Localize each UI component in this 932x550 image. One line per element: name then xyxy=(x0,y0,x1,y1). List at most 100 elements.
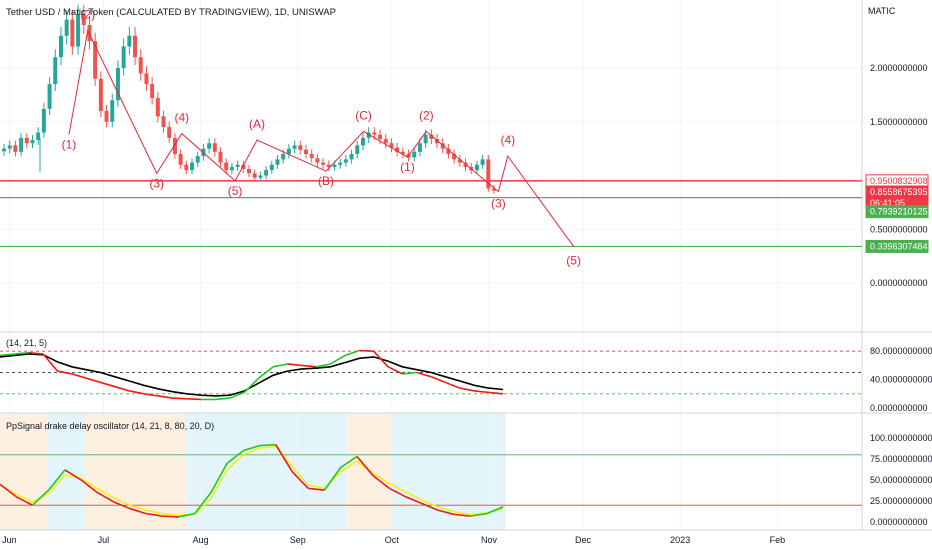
chart-title: Tether USD / Matic Token (CALCULATED BY … xyxy=(6,7,336,18)
candle-body xyxy=(269,164,274,171)
candle-body xyxy=(281,154,286,160)
oscillator-band xyxy=(488,413,506,530)
time-tick-label: Oct xyxy=(385,535,400,545)
oscillator-band xyxy=(186,413,347,530)
time-tick-label: Jul xyxy=(98,535,110,545)
indicator1-line-segment xyxy=(186,397,202,401)
indicator1-line-segment xyxy=(129,390,144,395)
indicator1-line-segment xyxy=(301,364,317,368)
indicator2-osc-segment xyxy=(275,444,293,473)
indicator2-osc-segment xyxy=(15,496,33,506)
candle-body xyxy=(321,162,326,165)
indicator2-osc-segment xyxy=(243,444,260,452)
indicator2-osc-segment xyxy=(64,469,82,481)
candle-body xyxy=(98,78,103,111)
indicator1-line-segment xyxy=(243,377,260,393)
candle-body xyxy=(372,132,377,135)
indicator1-line-segment xyxy=(14,351,29,355)
candle-body xyxy=(110,100,115,122)
candle-body xyxy=(13,145,18,152)
indicator1-line-segment xyxy=(100,381,116,388)
candles xyxy=(2,4,496,194)
candle-body xyxy=(64,19,69,36)
candle-body xyxy=(474,164,479,171)
time-tick-label: 2023 xyxy=(670,535,690,545)
price-tick-label: 0.5000000000 xyxy=(870,224,928,234)
indicator1-line-segment xyxy=(316,363,331,368)
candle-body xyxy=(292,145,297,149)
axes: 2.0000000000 1.5000000000 0.5000000000 0.00… xyxy=(2,63,932,545)
indicator1-line-segment xyxy=(402,371,417,375)
indicator2-osc-segment xyxy=(145,512,163,517)
indicator2-osc-segment xyxy=(308,487,325,491)
indicator1-line-segment xyxy=(215,397,231,401)
indicator1-tick-label: 80.0000000000 xyxy=(870,346,932,356)
candle-body xyxy=(343,159,348,163)
candle-body xyxy=(258,175,263,178)
candle-body xyxy=(452,154,457,160)
indicator1-line-segment xyxy=(172,397,187,400)
candle-body xyxy=(190,162,195,171)
indicator2-osc-segment xyxy=(113,501,131,510)
indicator1-line-segment xyxy=(0,353,15,357)
indicator1-line-segment xyxy=(430,376,446,384)
wave-label: (1) xyxy=(400,160,415,174)
candle-body xyxy=(355,145,360,154)
candle-body xyxy=(144,73,149,85)
candle-body xyxy=(395,147,400,152)
wave-label: (C) xyxy=(355,108,372,122)
candle-body xyxy=(326,164,331,167)
indicator1-line-segment xyxy=(330,354,346,365)
price-badge-label: 0.3396307484 xyxy=(870,241,928,251)
oscillator-band xyxy=(392,413,488,530)
candle-body xyxy=(423,134,428,144)
candle-body xyxy=(138,57,143,74)
indicator2-tick-label: 25.0000000000 xyxy=(870,496,932,506)
price-lines xyxy=(0,180,862,248)
candle-body xyxy=(155,98,160,117)
candle-body xyxy=(81,14,86,25)
candle-body xyxy=(36,132,41,141)
wave-label: (3) xyxy=(491,197,506,211)
indicator2-pane xyxy=(0,443,862,518)
indicator2-osc-segment xyxy=(31,489,50,506)
candle-body xyxy=(383,138,388,144)
time-tick-label: Dec xyxy=(575,535,592,545)
candle-body xyxy=(121,46,126,68)
candle-body xyxy=(349,154,354,160)
wave-label: (2) xyxy=(80,7,95,21)
candle-body xyxy=(492,188,496,191)
candle-body xyxy=(486,159,491,189)
indicator1-line-segment xyxy=(445,381,461,389)
candle-body xyxy=(429,134,434,139)
candle-body xyxy=(435,138,440,144)
indicator1-tick-label: 40.0000000000 xyxy=(870,375,932,385)
indicator2-osc-segment xyxy=(178,512,195,518)
indicator2-title: PpSignal drake delay oscillator (14, 21,… xyxy=(6,421,214,431)
candle-body xyxy=(70,19,75,47)
indicator1-line-segment xyxy=(42,353,59,372)
candle-body xyxy=(440,143,445,149)
indicator2-osc-segment xyxy=(437,509,455,516)
indicator2-osc-segment xyxy=(129,507,147,515)
candle-body xyxy=(115,68,120,101)
candle-body xyxy=(195,156,200,163)
price-tick-label: 0.0000000000 xyxy=(870,278,928,288)
indicator2-tick-label: 75.0000000000 xyxy=(870,454,932,464)
indicator1-line-segment xyxy=(474,390,489,394)
price-badge-label: 06:41:05 xyxy=(870,198,905,208)
candle-body xyxy=(332,164,337,167)
scale-label: MATIC xyxy=(868,6,896,16)
candle-body xyxy=(446,148,451,154)
candle-body xyxy=(360,137,365,146)
indicator1-title: (14, 21, 5) xyxy=(6,338,47,348)
indicator2-osc-segment xyxy=(356,455,374,477)
indicator2-osc-segment xyxy=(259,443,276,447)
indicator1-line-segment xyxy=(28,351,44,355)
indicator1-line-segment xyxy=(114,385,130,392)
candle-body xyxy=(252,173,257,178)
candle-body xyxy=(58,35,63,58)
indicator1-line-segment xyxy=(387,366,403,375)
